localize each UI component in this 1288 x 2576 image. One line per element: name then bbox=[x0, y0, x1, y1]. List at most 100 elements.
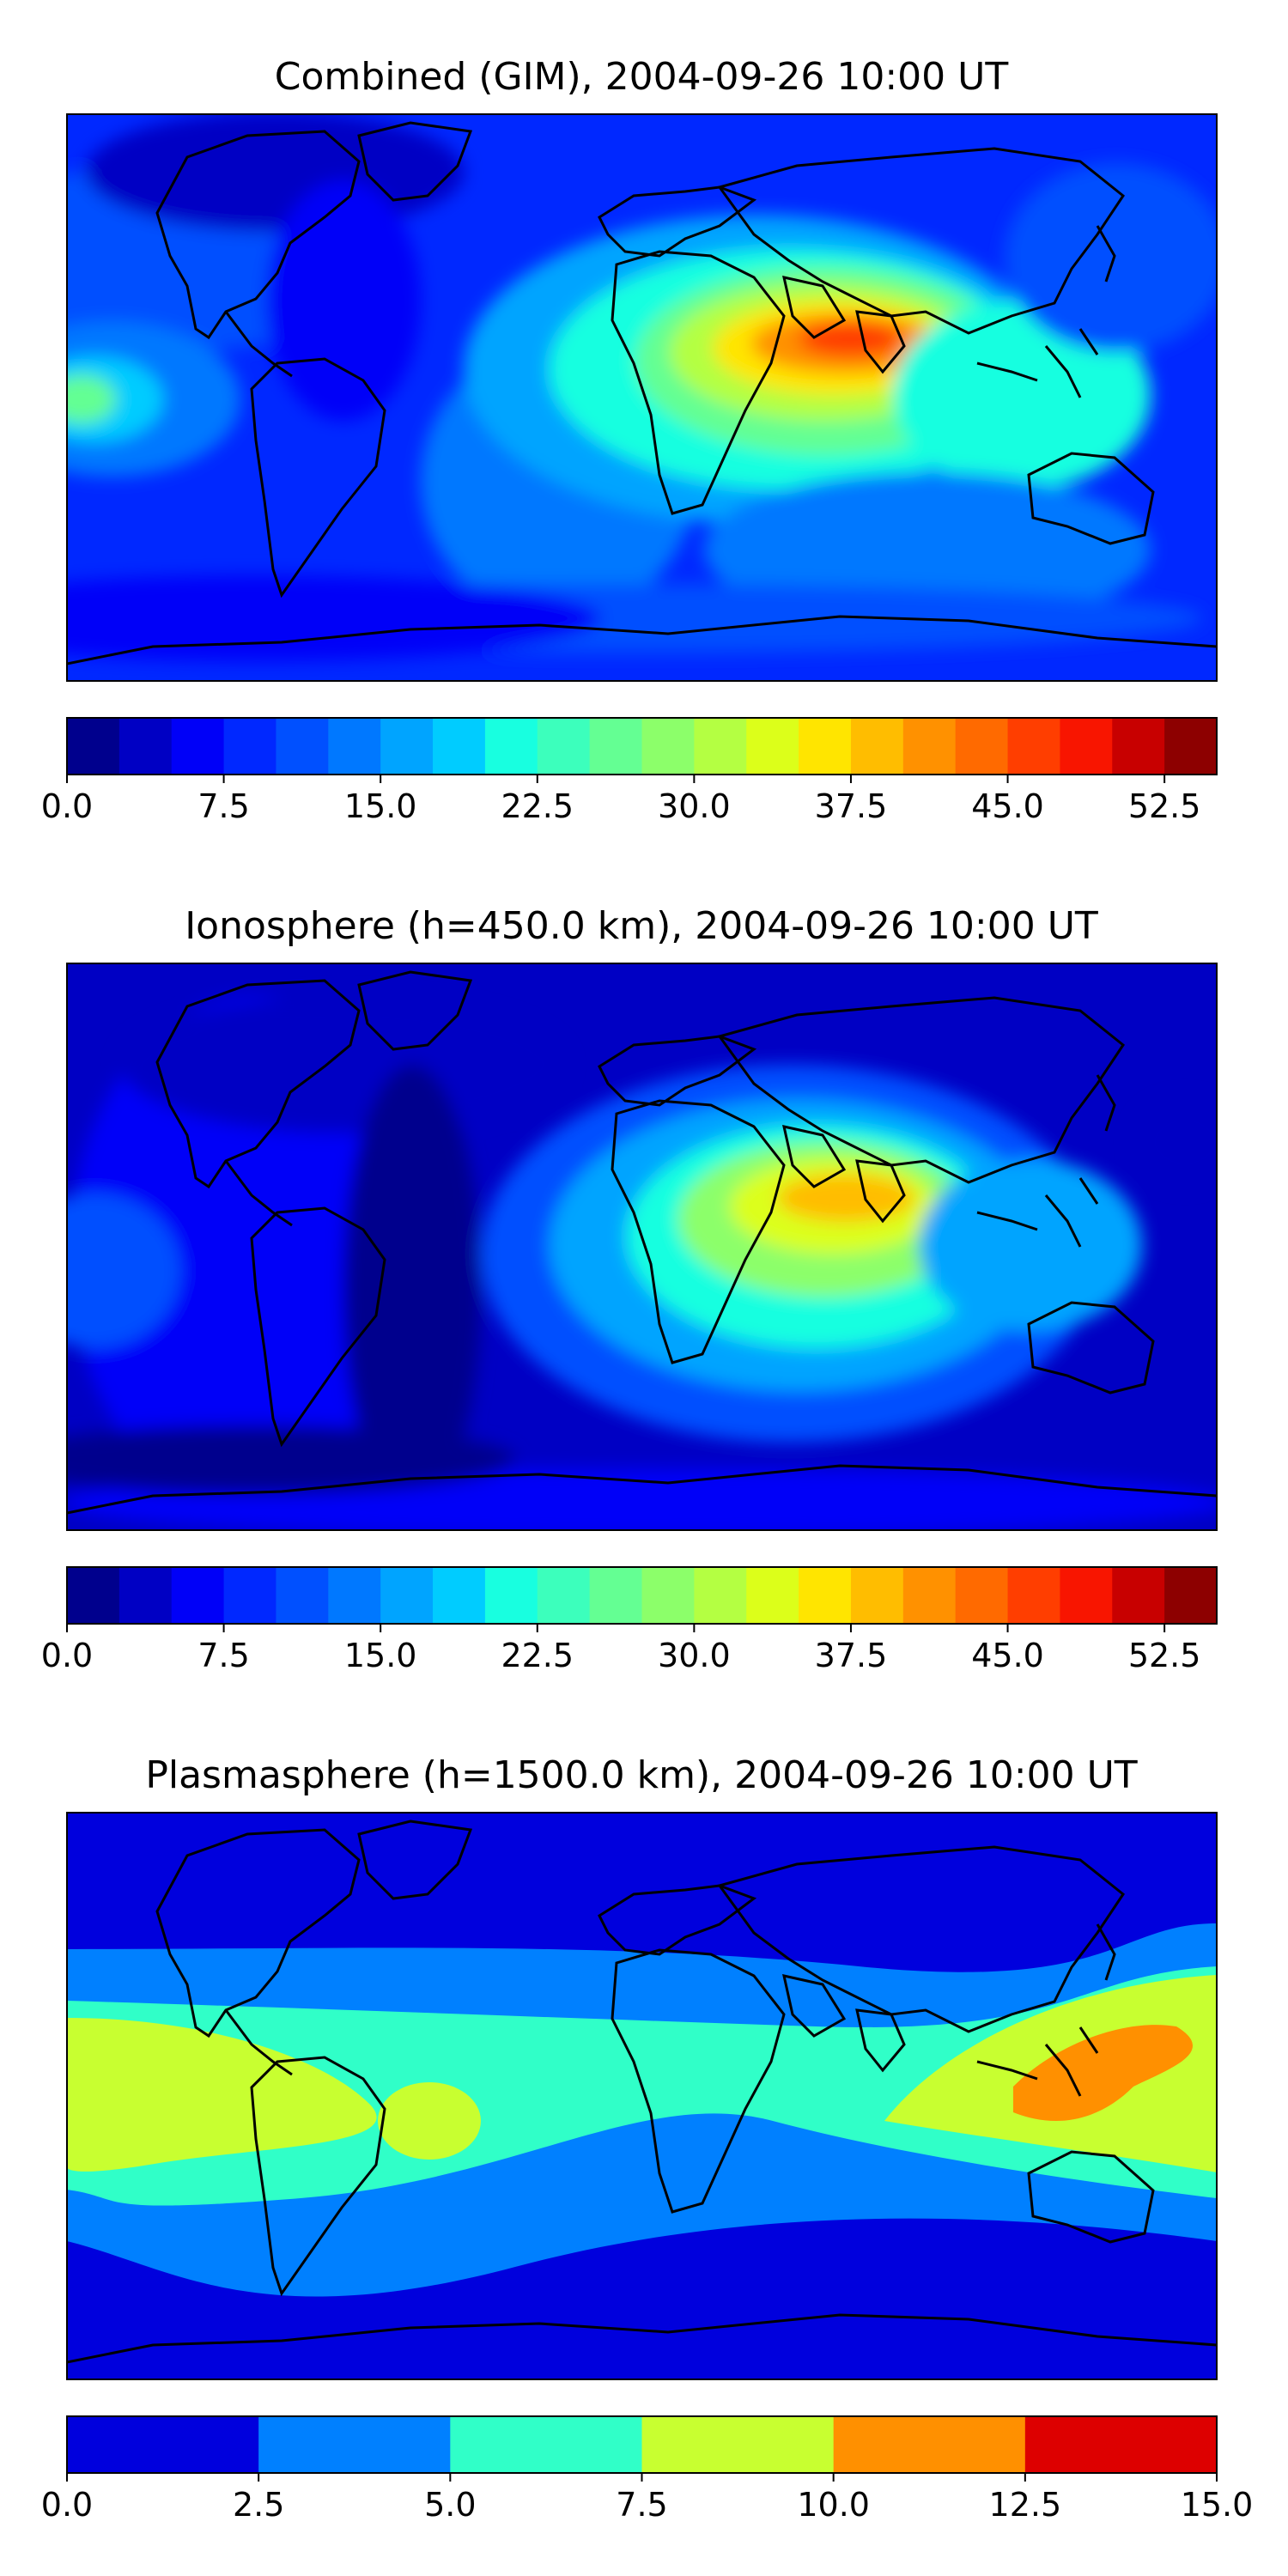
colorbar-segment bbox=[484, 718, 538, 775]
coastline bbox=[357, 121, 473, 202]
coastline bbox=[782, 276, 906, 374]
colorbar-segment bbox=[589, 718, 642, 775]
coastlines bbox=[67, 121, 1217, 665]
colorbar-tick-label: 0.0 bbox=[41, 1637, 93, 1674]
colorbar-tick-label: 7.5 bbox=[616, 2486, 667, 2524]
map-frame bbox=[66, 963, 1218, 1531]
coastline bbox=[976, 328, 1099, 398]
colorbar-tick-label: 15.0 bbox=[344, 1637, 417, 1674]
colorbar-tick-label: 0.0 bbox=[41, 787, 93, 825]
panel-title: Combined (GIM), 2004-09-26 10:00 UT bbox=[275, 55, 1009, 99]
coastline bbox=[1096, 1923, 1116, 1981]
coastline bbox=[224, 1160, 293, 1227]
colorbar-segment bbox=[276, 718, 329, 775]
colorbar-segment bbox=[746, 1567, 799, 1624]
colorbar-segment bbox=[1024, 2416, 1218, 2473]
coastline bbox=[1027, 1301, 1155, 1394]
colorbar-tick-label: 5.0 bbox=[424, 2486, 476, 2524]
colorbar-segment bbox=[589, 1567, 642, 1624]
coastline bbox=[976, 2026, 1099, 2097]
coastline bbox=[611, 1948, 786, 2214]
coastlines bbox=[67, 1820, 1217, 2364]
colorbar-tick-label: 30.0 bbox=[658, 1637, 731, 1674]
colorbar-segment bbox=[67, 718, 120, 775]
coastline bbox=[155, 979, 361, 1189]
colorbar-segment bbox=[223, 718, 276, 775]
colorbar-tick-label: 45.0 bbox=[971, 1637, 1044, 1674]
colorbar-tick-label: 22.5 bbox=[501, 787, 574, 825]
coastline bbox=[782, 1974, 906, 2073]
map bbox=[67, 1813, 1217, 2379]
coastline bbox=[250, 1206, 386, 1448]
coastline bbox=[717, 996, 1126, 1184]
panel-ionosphere: Ionosphere (h=450.0 km), 2004-09-26 10:0… bbox=[41, 904, 1218, 1674]
coastline bbox=[250, 2056, 386, 2297]
coastline bbox=[717, 1845, 1126, 2033]
colorbar-segment bbox=[484, 1567, 538, 1624]
colorbar-segment bbox=[641, 1567, 695, 1624]
map-frame bbox=[66, 1812, 1218, 2380]
colorbar-segment bbox=[380, 718, 434, 775]
map bbox=[67, 963, 1217, 1530]
colorbar-segment bbox=[955, 1567, 1009, 1624]
colorbar: 0.0 7.5 15.0 22.5 30.0 37.5 45.0 52.5 bbox=[41, 1566, 1218, 1674]
coastline bbox=[250, 357, 386, 598]
colorbar-tick-label: 7.5 bbox=[197, 787, 249, 825]
colorbar-segment bbox=[799, 1567, 852, 1624]
colorbar-segment bbox=[641, 2416, 835, 2473]
colorbar-tick-label: 37.5 bbox=[815, 787, 888, 825]
colorbar-segment bbox=[694, 1567, 747, 1624]
colorbar-segment bbox=[328, 1567, 381, 1624]
colorbar-segment bbox=[955, 718, 1009, 775]
colorbar-tick-label: 30.0 bbox=[658, 787, 731, 825]
map-frame bbox=[66, 113, 1218, 682]
colorbar-tick-label: 45.0 bbox=[971, 787, 1044, 825]
colorbar-segment bbox=[276, 1567, 329, 1624]
colorbar-segment bbox=[433, 718, 486, 775]
panel-title: Ionosphere (h=450.0 km), 2004-09-26 10:0… bbox=[185, 904, 1098, 948]
coastline bbox=[598, 1035, 757, 1107]
colorbar-segment bbox=[799, 718, 852, 775]
colorbar-segment bbox=[537, 1567, 591, 1624]
colorbar-segment bbox=[450, 2416, 642, 2473]
panel-combined: Combined (GIM), 2004-09-26 10:00 UT bbox=[41, 55, 1218, 825]
colorbar-tick-label: 10.0 bbox=[797, 2486, 870, 2524]
coastline bbox=[67, 1464, 1217, 1515]
colorbar-segment bbox=[118, 718, 173, 775]
panel-plasmasphere: Plasmasphere (h=1500.0 km), 2004-09-26 1… bbox=[41, 1753, 1254, 2524]
colorbar-tick-label: 37.5 bbox=[815, 1637, 888, 1674]
colorbar-tick-label: 2.5 bbox=[233, 2486, 284, 2524]
coastline bbox=[357, 1820, 473, 1900]
colorbar-segment bbox=[833, 2416, 1026, 2473]
colorbar-tick-label: 15.0 bbox=[344, 787, 417, 825]
coastline bbox=[976, 1177, 1099, 1248]
colorbar-segment bbox=[1060, 1567, 1113, 1624]
colorbar-segment bbox=[67, 2416, 259, 2473]
colorbar: 0.0 2.5 5.0 7.5 10.0 12.5 15.0 bbox=[41, 2415, 1253, 2524]
colorbar-frame bbox=[66, 1566, 1218, 1625]
colorbar-segment bbox=[1112, 718, 1165, 775]
colorbar-frame bbox=[66, 717, 1218, 775]
colorbar-segment bbox=[850, 1567, 904, 1624]
colorbar-tick-label: 52.5 bbox=[1128, 1637, 1201, 1674]
coastline bbox=[357, 970, 473, 1051]
coastline bbox=[1096, 225, 1116, 283]
colorbar-segment bbox=[1007, 1567, 1060, 1624]
coastline bbox=[155, 1828, 361, 2038]
colorbar-tick-label: 7.5 bbox=[197, 1637, 249, 1674]
coastline bbox=[224, 311, 293, 378]
colorbar-segment bbox=[171, 718, 225, 775]
coastline bbox=[782, 1125, 906, 1224]
coastlines bbox=[67, 970, 1217, 1515]
colorbar-tick-label: 0.0 bbox=[41, 2486, 93, 2524]
colorbar-segment bbox=[1164, 1567, 1218, 1624]
coastline bbox=[1096, 1074, 1116, 1132]
colorbar-segment bbox=[433, 1567, 486, 1624]
colorbar-segment bbox=[223, 1567, 276, 1624]
colorbar-segment bbox=[694, 718, 747, 775]
colorbar-segment bbox=[380, 1567, 434, 1624]
colorbar-segment bbox=[67, 1567, 120, 1624]
map bbox=[67, 114, 1217, 681]
coastline bbox=[155, 130, 361, 340]
colorbar-segment bbox=[118, 1567, 173, 1624]
